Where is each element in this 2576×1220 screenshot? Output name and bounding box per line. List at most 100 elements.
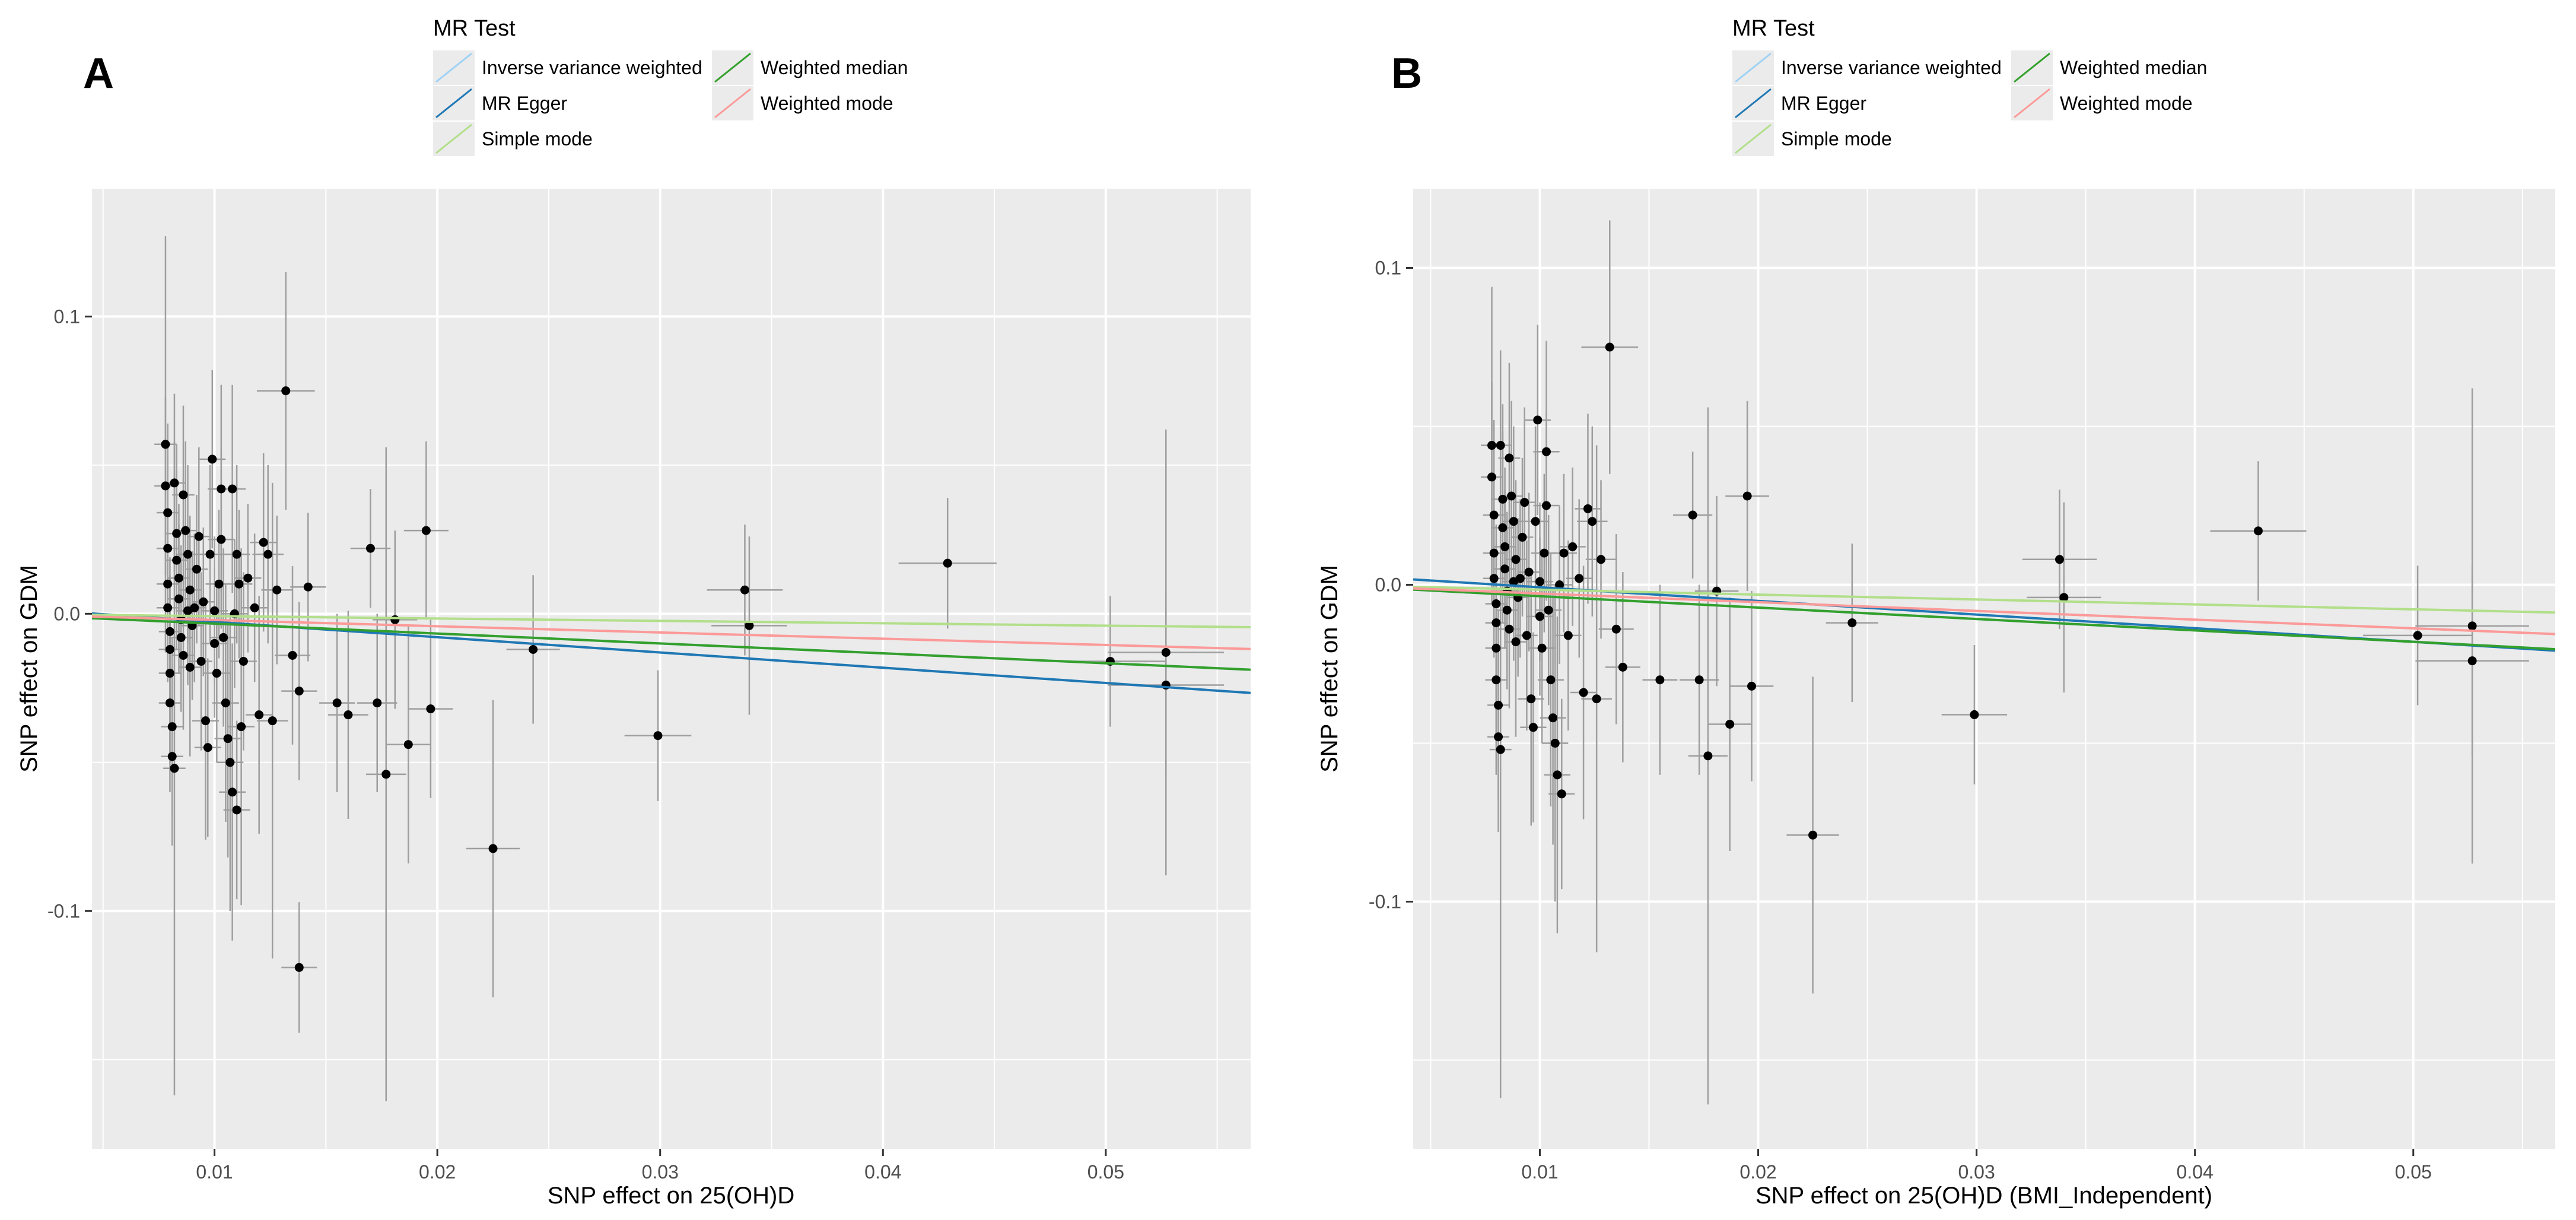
legend-label: Weighted median (2060, 57, 2207, 78)
data-point (234, 579, 244, 589)
regression-line-weighted-median (1413, 588, 2555, 651)
data-point (1494, 732, 1503, 742)
x-tick-label: 0.03 (642, 1161, 679, 1183)
data-point (1542, 501, 1551, 510)
legend-a: Inverse variance weighted MR Egger Simple … (433, 50, 908, 156)
data-point (255, 710, 264, 720)
panel-label-b: B (1391, 50, 1422, 97)
data-point (1575, 574, 1584, 583)
regression-line-weighted-mode (1413, 587, 2555, 636)
legend-title-b: MR Test (1732, 16, 1815, 41)
regression-line-simple-mode (1413, 585, 2555, 614)
data-point (212, 669, 221, 678)
data-point (221, 698, 230, 708)
data-point (165, 669, 174, 678)
data-point (2055, 555, 2064, 564)
data-point (238, 656, 248, 666)
x-axis-label-a: SNP effect on 25(OH)D (548, 1183, 794, 1209)
data-point (205, 549, 215, 559)
legend-label: Weighted mode (2060, 93, 2193, 114)
data-point (210, 638, 220, 648)
legend-key-line (714, 88, 751, 119)
data-point (1555, 580, 1564, 589)
data-point (263, 549, 273, 559)
plot-background-a (92, 189, 1251, 1149)
panel-a: A MR Test Inverse variance weighted MR Eg… (16, 16, 1251, 1209)
y-axis-label-b: SNP effect on GDM (1316, 565, 1343, 773)
data-point (208, 455, 217, 464)
data-point (1496, 441, 1505, 450)
data-point (1847, 618, 1857, 628)
data-point (272, 585, 282, 595)
data-point (1524, 567, 1534, 577)
legend-key-line (435, 88, 472, 119)
data-point (203, 743, 212, 752)
data-point (1491, 675, 1501, 685)
legend-label: MR Egger (1781, 93, 1866, 114)
data-point (1531, 517, 1540, 526)
data-point (1592, 694, 1601, 704)
data-point (174, 573, 183, 583)
legend-label: Simple mode (1781, 128, 1892, 150)
data-point (1489, 574, 1499, 583)
data-point (1553, 770, 1562, 780)
data-point (217, 484, 226, 494)
y-tick-label: 0.1 (1375, 257, 1401, 278)
data-point (161, 440, 170, 449)
data-point (1542, 447, 1551, 456)
data-point (259, 538, 268, 547)
data-point (228, 484, 237, 494)
regression-lines-a (92, 612, 1251, 694)
data-point (170, 764, 179, 773)
axis-ticks-b: 0.01 0.02 0.03 0.04 0.05 -0.1 0.0 0.1 (1369, 257, 2432, 1183)
data-point (1487, 441, 1497, 450)
data-point (1491, 643, 1501, 653)
data-point (210, 606, 220, 615)
data-point (163, 508, 173, 517)
data-point (1518, 532, 1527, 542)
data-point (943, 558, 952, 568)
data-point (1526, 694, 1536, 704)
data-point (1611, 624, 1621, 634)
data-point (1161, 647, 1171, 657)
data-point (1505, 624, 1514, 634)
data-point (172, 555, 182, 565)
data-point (243, 573, 253, 583)
data-point (183, 549, 192, 559)
data-points-a (161, 386, 1171, 972)
data-point (1511, 637, 1521, 647)
y-tick-label: 0.1 (54, 306, 80, 327)
data-point (288, 650, 297, 660)
data-point (1520, 498, 1529, 507)
data-point (1583, 504, 1592, 513)
data-point (1548, 713, 1558, 723)
data-point (232, 549, 241, 559)
legend-label: Simple mode (482, 128, 593, 150)
data-point (268, 716, 277, 726)
data-point (332, 698, 342, 708)
data-point (181, 526, 190, 535)
data-point (199, 597, 208, 606)
legend-b: Inverse variance weighted MR Egger Simple … (1732, 50, 2207, 156)
data-point (488, 844, 498, 853)
data-point (1494, 700, 1503, 710)
data-point (167, 752, 177, 761)
data-point (1605, 342, 1614, 352)
data-point (1970, 710, 1979, 719)
data-point (740, 585, 749, 595)
y-tick-label: -0.1 (1369, 891, 1401, 912)
legend-label: Inverse variance weighted (482, 57, 702, 78)
data-point (1808, 830, 1818, 840)
data-point (281, 386, 291, 396)
data-point (163, 579, 173, 589)
data-point (183, 606, 192, 615)
legend-key-line (2014, 88, 2050, 119)
data-point (381, 770, 391, 779)
panel-b: B MR Test Inverse variance weighted MR Eg… (1316, 16, 2555, 1209)
data-point (1544, 605, 1553, 615)
regression-line-weighted-mode (92, 615, 1251, 650)
data-point (161, 481, 170, 491)
legend-key-line (435, 52, 472, 83)
x-tick-label: 0.02 (1739, 1161, 1776, 1183)
data-point (1500, 564, 1510, 574)
